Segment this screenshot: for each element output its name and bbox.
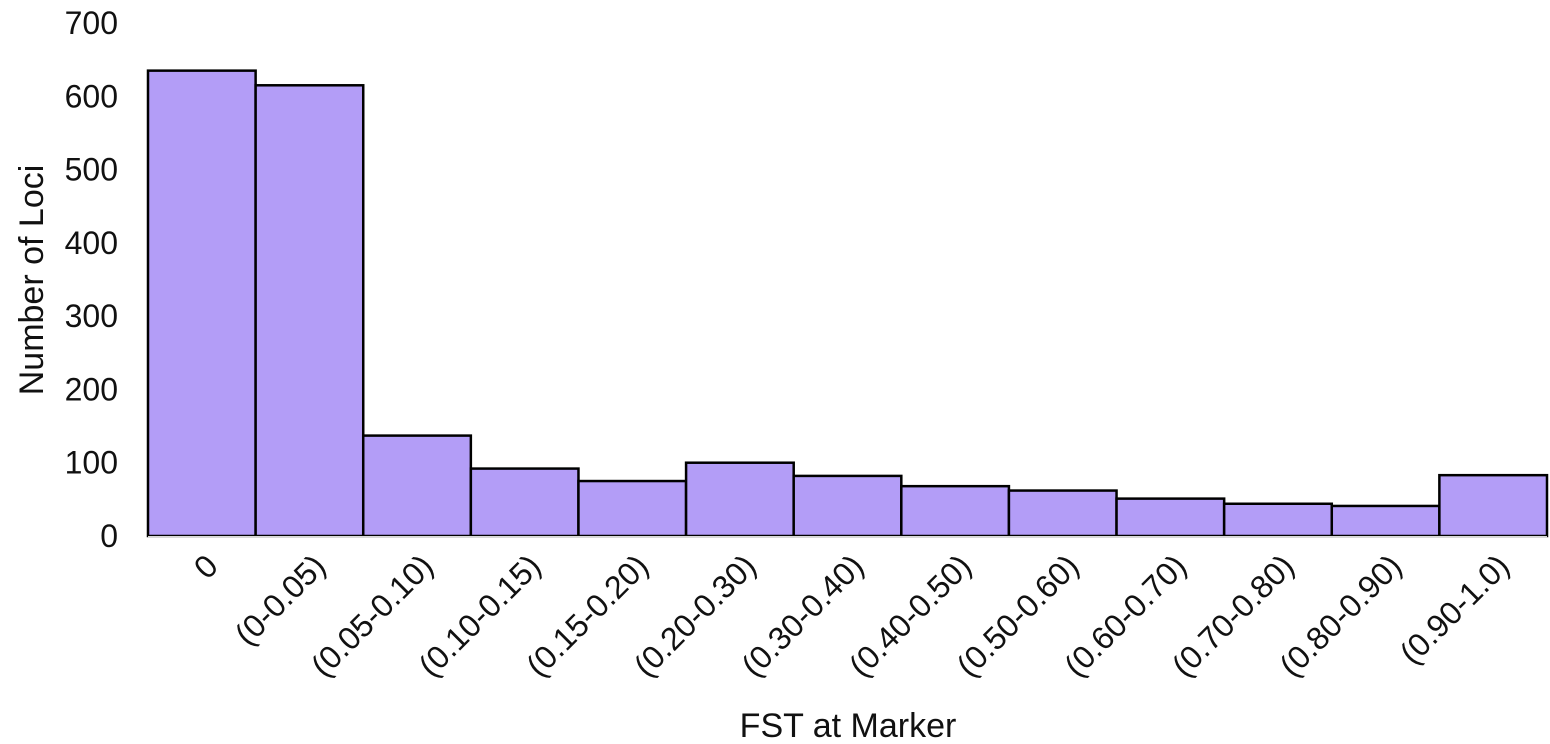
y-tick-labels: 0 100 200 300 400 500 600 700 xyxy=(65,5,118,554)
bars-group xyxy=(146,69,1549,538)
bar-5 xyxy=(684,461,795,538)
bar-12 xyxy=(1438,473,1549,538)
x-axis-title: FST at Marker xyxy=(740,707,957,744)
bar-11 xyxy=(1330,504,1441,538)
bar-1 xyxy=(254,84,365,538)
x-tick-label: (0.90-1.0) xyxy=(1393,547,1517,671)
bar-4 xyxy=(577,479,688,538)
bar-10 xyxy=(1222,502,1334,538)
x-tick-labels: 0 (0-0.05)(0.05-0.10)(0.10-0.15)(0.15-0.2… xyxy=(187,547,1516,683)
x-tick-label: 0 xyxy=(187,547,225,585)
bar-6 xyxy=(792,474,903,538)
y-tick-label: 200 xyxy=(65,371,118,407)
bar-9 xyxy=(1115,497,1226,538)
bar-0 xyxy=(146,69,257,538)
y-tick-label: 600 xyxy=(65,78,118,114)
y-tick-label: 300 xyxy=(65,298,118,334)
y-tick-label: 500 xyxy=(65,152,118,188)
bar-2 xyxy=(361,434,473,538)
y-tick-label: 400 xyxy=(65,225,118,261)
x-tick-label: (0-0.05) xyxy=(228,547,333,652)
y-tick-label: 0 xyxy=(100,518,118,554)
bar-3 xyxy=(469,467,580,538)
bar-7 xyxy=(900,484,1011,538)
y-axis-title: Number of Loci xyxy=(13,165,51,396)
y-tick-label: 700 xyxy=(65,5,118,41)
bar-8 xyxy=(1007,489,1118,538)
y-tick-label: 100 xyxy=(65,445,118,481)
